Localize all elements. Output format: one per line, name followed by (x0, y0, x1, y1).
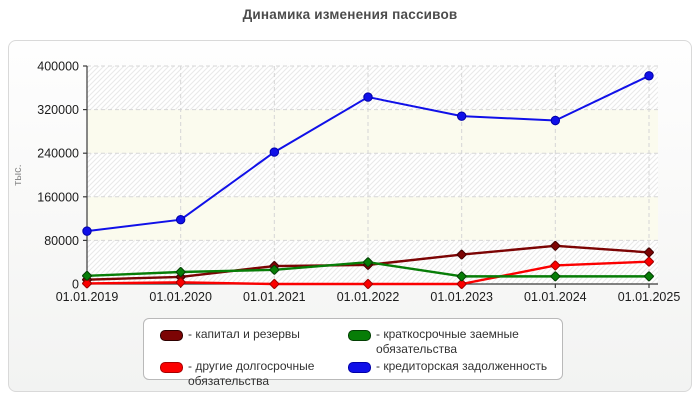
plot-band (87, 196, 658, 241)
plot-band (87, 153, 658, 197)
y-axis-title: тыс. (12, 164, 24, 186)
x-tick-label: 01.01.2024 (524, 290, 587, 304)
y-tick-label: 80000 (44, 234, 79, 248)
data-point (550, 115, 561, 126)
legend-label-short-term: - краткосрочные заемные обязательства (376, 327, 519, 356)
x-tick-label: 01.01.2020 (149, 290, 212, 304)
data-point (82, 226, 92, 236)
data-point (269, 264, 280, 275)
chart-panel: 0 80000 160000 240000 320000 400000 01.01.2019… (8, 40, 692, 392)
data-point (175, 267, 186, 277)
legend-item-payables: - кредиторская задолженность (348, 359, 556, 389)
y-tick-label: 160000 (37, 190, 79, 204)
data-point (363, 92, 373, 102)
x-tick-label: 01.01.2023 (430, 290, 493, 304)
legend-label-capital: - капитал и резервы (188, 327, 300, 341)
data-point (456, 271, 467, 282)
legend-swatch-short-term (348, 330, 371, 341)
legend-swatch-capital (160, 330, 183, 341)
chart-svg: 0 80000 160000 240000 320000 400000 01.01.2019… (12, 60, 681, 305)
x-tick-label: 01.01.2022 (337, 290, 400, 304)
y-tick-label: 240000 (37, 147, 79, 161)
data-point (550, 260, 561, 271)
legend-swatch-long-term (160, 362, 183, 373)
data-point (550, 240, 561, 251)
data-point (456, 111, 467, 121)
y-tick-label: 320000 (37, 103, 79, 117)
data-point (644, 71, 654, 81)
legend-item-long-term: - другие долгосрочные обязательства (160, 359, 330, 389)
data-point (363, 279, 373, 289)
legend-label-payables: - кредиторская задолженность (376, 359, 548, 373)
x-tick-label: 01.01.2025 (618, 290, 681, 304)
legend-label-long-term: - другие долгосрочные обязательства (188, 359, 315, 388)
data-point (82, 278, 92, 289)
legend-item-capital: - капитал и резервы (160, 327, 330, 357)
data-point (644, 271, 654, 282)
x-tick-label: 01.01.2021 (243, 290, 306, 304)
data-point (550, 271, 561, 282)
data-point (269, 147, 280, 157)
data-point (269, 279, 280, 289)
data-point (644, 256, 654, 267)
data-point (363, 257, 373, 268)
data-point (82, 270, 92, 281)
data-point (175, 277, 186, 288)
y-tick-label: 0 (72, 278, 79, 292)
data-point (644, 247, 654, 258)
plot-band (87, 66, 658, 110)
plot-band (87, 109, 658, 154)
chart-legend: - капитал и резервы - другие долгосрочны… (143, 318, 563, 388)
legend-item-short-term: - краткосрочные заемные обязательства (348, 327, 556, 357)
chart-title: Динамика изменения пассивов (242, 7, 458, 22)
x-tick-label: 01.01.2019 (56, 290, 119, 304)
legend-swatch-payables (348, 362, 371, 373)
data-point (456, 279, 467, 289)
data-point (456, 249, 467, 260)
y-tick-label: 400000 (37, 60, 79, 74)
data-point (175, 214, 186, 225)
